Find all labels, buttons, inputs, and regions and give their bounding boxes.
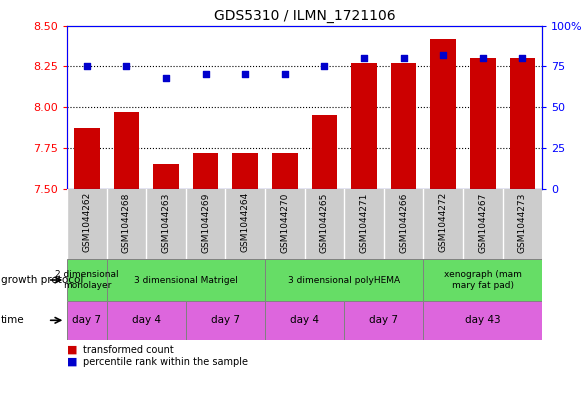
Text: GSM1044270: GSM1044270 (280, 192, 289, 253)
Bar (265, 301, 344, 340)
Text: growth protocol: growth protocol (1, 275, 83, 285)
Bar (193, 153, 219, 189)
Point (161, 75, 171, 81)
Bar (74, 128, 100, 189)
Text: day 7: day 7 (72, 315, 101, 325)
Text: GSM1044265: GSM1044265 (320, 192, 329, 253)
Text: ■: ■ (67, 345, 78, 355)
Text: 2 dimensional
monolayer: 2 dimensional monolayer (55, 270, 119, 290)
Bar (272, 153, 298, 189)
Bar (67, 301, 107, 340)
Point (518, 55, 527, 61)
Bar (344, 301, 423, 340)
Point (122, 63, 131, 70)
Title: GDS5310 / ILMN_1721106: GDS5310 / ILMN_1721106 (214, 9, 395, 23)
Text: 3 dimensional Matrigel: 3 dimensional Matrigel (134, 275, 238, 285)
Point (82, 63, 92, 70)
Text: day 7: day 7 (211, 315, 240, 325)
Point (359, 55, 368, 61)
Text: GSM1044273: GSM1044273 (518, 192, 527, 253)
Text: GSM1044263: GSM1044263 (161, 192, 171, 253)
Bar (107, 259, 265, 301)
Bar (423, 301, 542, 340)
Bar (311, 115, 338, 189)
Text: day 4: day 4 (132, 315, 161, 325)
Text: GSM1044262: GSM1044262 (82, 192, 92, 252)
Text: day 43: day 43 (465, 315, 501, 325)
Point (478, 55, 487, 61)
Text: transformed count: transformed count (83, 345, 174, 355)
Text: percentile rank within the sample: percentile rank within the sample (83, 356, 248, 367)
Text: GSM1044272: GSM1044272 (438, 192, 448, 252)
Text: GSM1044269: GSM1044269 (201, 192, 210, 253)
Text: GSM1044267: GSM1044267 (478, 192, 487, 253)
Bar (423, 259, 542, 301)
Point (319, 63, 329, 70)
Bar (470, 58, 496, 189)
Bar (153, 164, 179, 189)
Bar (107, 301, 186, 340)
Point (201, 71, 210, 77)
Bar (351, 63, 377, 189)
Point (280, 71, 290, 77)
Text: GSM1044264: GSM1044264 (241, 192, 250, 252)
Text: day 4: day 4 (290, 315, 319, 325)
Bar (67, 259, 107, 301)
Text: GSM1044271: GSM1044271 (360, 192, 368, 253)
Point (241, 71, 250, 77)
Bar (430, 39, 456, 189)
Point (399, 55, 408, 61)
Text: time: time (1, 315, 24, 325)
Bar (186, 301, 265, 340)
Text: 3 dimensional polyHEMA: 3 dimensional polyHEMA (288, 275, 401, 285)
Bar (265, 259, 423, 301)
Text: xenograph (mam
mary fat pad): xenograph (mam mary fat pad) (444, 270, 522, 290)
Bar (391, 63, 416, 189)
Bar (233, 153, 258, 189)
Text: ■: ■ (67, 356, 78, 367)
Text: GSM1044268: GSM1044268 (122, 192, 131, 253)
Point (438, 52, 448, 58)
Bar (510, 58, 535, 189)
Text: day 7: day 7 (369, 315, 398, 325)
Text: GSM1044266: GSM1044266 (399, 192, 408, 253)
Bar (114, 112, 139, 189)
